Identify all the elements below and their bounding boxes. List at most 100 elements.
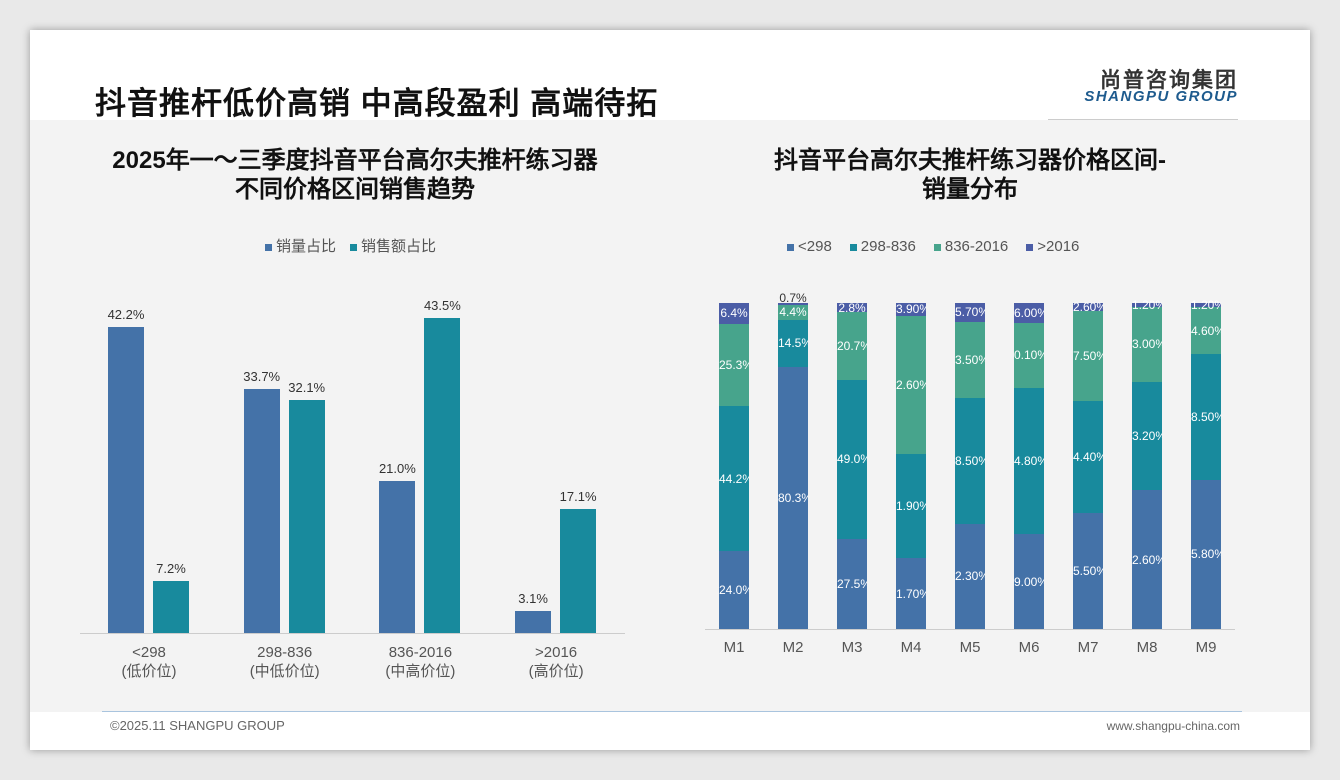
stack-segment xyxy=(778,305,808,320)
category-label: 836-2016 xyxy=(388,644,453,661)
legend-item: 836-2016 xyxy=(933,238,1009,255)
content-area xyxy=(30,120,1310,712)
segment-label: 6.4% xyxy=(720,306,748,321)
stack-segment xyxy=(1073,311,1103,402)
segment-label: 14.5% xyxy=(778,336,808,351)
category-sublabel: (中低价位) xyxy=(249,663,320,680)
segment-label: 2.30% xyxy=(955,569,985,584)
legend-item: 298-836 xyxy=(849,238,916,255)
stack-segment xyxy=(1014,322,1044,389)
stack-segment xyxy=(719,550,749,629)
x-tick-label: M1 xyxy=(723,639,745,656)
right-title-line2: 销量分布 xyxy=(922,176,1018,203)
x-tick-label: M5 xyxy=(959,639,981,656)
segment-label: 5.70% xyxy=(955,305,985,320)
segment-label: 5.80% xyxy=(1191,547,1221,562)
category-sublabel: (低价位) xyxy=(121,663,177,680)
x-tick-label: M8 xyxy=(1136,639,1158,656)
x-tick-label: M2 xyxy=(782,639,804,656)
x-tick-label: M3 xyxy=(841,639,863,656)
page-title: 抖音推杆低价高销 中高段盈利 高端待拓 xyxy=(95,86,659,121)
x-tick-label: M4 xyxy=(900,639,922,656)
segment-label: 4.4% xyxy=(779,305,807,320)
segment-label: 27.5% xyxy=(837,577,867,592)
segment-label: 20.7% xyxy=(837,338,867,353)
data-label: 32.1% xyxy=(288,380,326,396)
stack-segment xyxy=(1073,303,1103,312)
segment-label: 0.10% xyxy=(1014,348,1044,363)
category-sublabel: (高价位) xyxy=(528,663,584,680)
legend-item: <298 xyxy=(787,238,832,255)
stack-segment xyxy=(955,303,985,322)
left-legend: 销量占比 销售额占比 xyxy=(265,235,436,256)
data-label: 7.2% xyxy=(156,560,186,576)
stack-segment xyxy=(837,539,867,629)
stack-segment xyxy=(896,558,926,629)
stack-segment xyxy=(955,321,985,399)
stack-segment xyxy=(719,303,749,324)
x-axis xyxy=(80,633,625,634)
legend-item: 销量占比 xyxy=(265,235,336,256)
x-axis xyxy=(705,629,1235,630)
segment-label: 0.7% xyxy=(779,291,807,306)
category-label: <298 xyxy=(132,644,166,661)
stack-segment xyxy=(896,315,926,455)
data-label: 42.2% xyxy=(107,307,145,323)
data-label: 33.7% xyxy=(243,368,281,384)
legend-item: 销售额占比 xyxy=(350,235,436,256)
bar-sales-volume xyxy=(108,327,144,633)
stack-segment xyxy=(719,323,749,407)
right-chart-title: 抖音平台高尔夫推杆练习器价格区间- 销量分布 xyxy=(690,146,1250,204)
x-tick-label: M6 xyxy=(1018,639,1040,656)
segment-label: 9.00% xyxy=(1014,574,1044,589)
segment-label: 4.40% xyxy=(1073,450,1103,465)
segment-label: 4.60% xyxy=(1191,323,1221,338)
stack-segment xyxy=(837,303,867,313)
segment-label: 80.3% xyxy=(778,490,808,505)
bar-sales-volume xyxy=(515,610,552,633)
data-label: 43.5% xyxy=(423,297,461,313)
segment-label: 4.80% xyxy=(1014,454,1044,469)
x-tick-label: <298 (低价位) xyxy=(94,643,204,681)
category-label: >2016 xyxy=(535,644,578,661)
stack-segment xyxy=(1191,303,1221,307)
bar-sales-volume xyxy=(379,480,416,633)
stack-segment xyxy=(1132,381,1162,491)
stack-segment xyxy=(1073,513,1103,629)
x-tick-label: M7 xyxy=(1077,639,1099,656)
category-label: 298-836 xyxy=(257,644,313,661)
legend-label: 836-2016 xyxy=(944,238,1009,255)
stack-segment xyxy=(719,406,749,551)
data-label: 17.1% xyxy=(559,489,597,505)
stack-segment xyxy=(1191,306,1221,355)
stack-segment xyxy=(837,379,867,540)
stack-segment xyxy=(837,312,867,380)
segment-label: 49.0% xyxy=(837,452,867,467)
stack-segment xyxy=(1191,354,1221,480)
bar-sales-amount xyxy=(560,509,597,633)
stack-segment xyxy=(778,366,808,629)
bar-sales-amount xyxy=(424,317,461,633)
stack-segment xyxy=(1014,303,1044,323)
legend-item: >2016 xyxy=(1026,238,1079,255)
legend-label: 销售额占比 xyxy=(361,238,437,255)
right-legend: <298 298-836 836-2016 >2016 xyxy=(787,238,1079,255)
segment-label: 3.00% xyxy=(1132,337,1162,352)
segment-label: 3.90% xyxy=(896,302,926,317)
segment-label: 3.20% xyxy=(1132,429,1162,443)
data-label: 3.1% xyxy=(518,590,548,606)
segment-label: 3.50% xyxy=(955,352,985,367)
segment-label: 2.60% xyxy=(1132,552,1162,567)
bar-sales-amount xyxy=(153,580,189,633)
legend-label: 销量占比 xyxy=(276,238,337,255)
stack-segment xyxy=(896,303,926,316)
segment-label: 1.70% xyxy=(896,586,926,601)
segment-label: 24.0% xyxy=(719,582,749,597)
segment-label: 2.8% xyxy=(838,300,866,315)
legend-label: <298 xyxy=(798,238,832,255)
copyright: ©2025.11 SHANGPU GROUP xyxy=(110,718,285,733)
left-title-line1: 2025年一～三季度抖音平台高尔夫推杆练习器 xyxy=(112,147,598,174)
header-divider xyxy=(1048,119,1238,120)
stack-segment xyxy=(1132,303,1162,307)
stack-segment xyxy=(778,303,808,306)
